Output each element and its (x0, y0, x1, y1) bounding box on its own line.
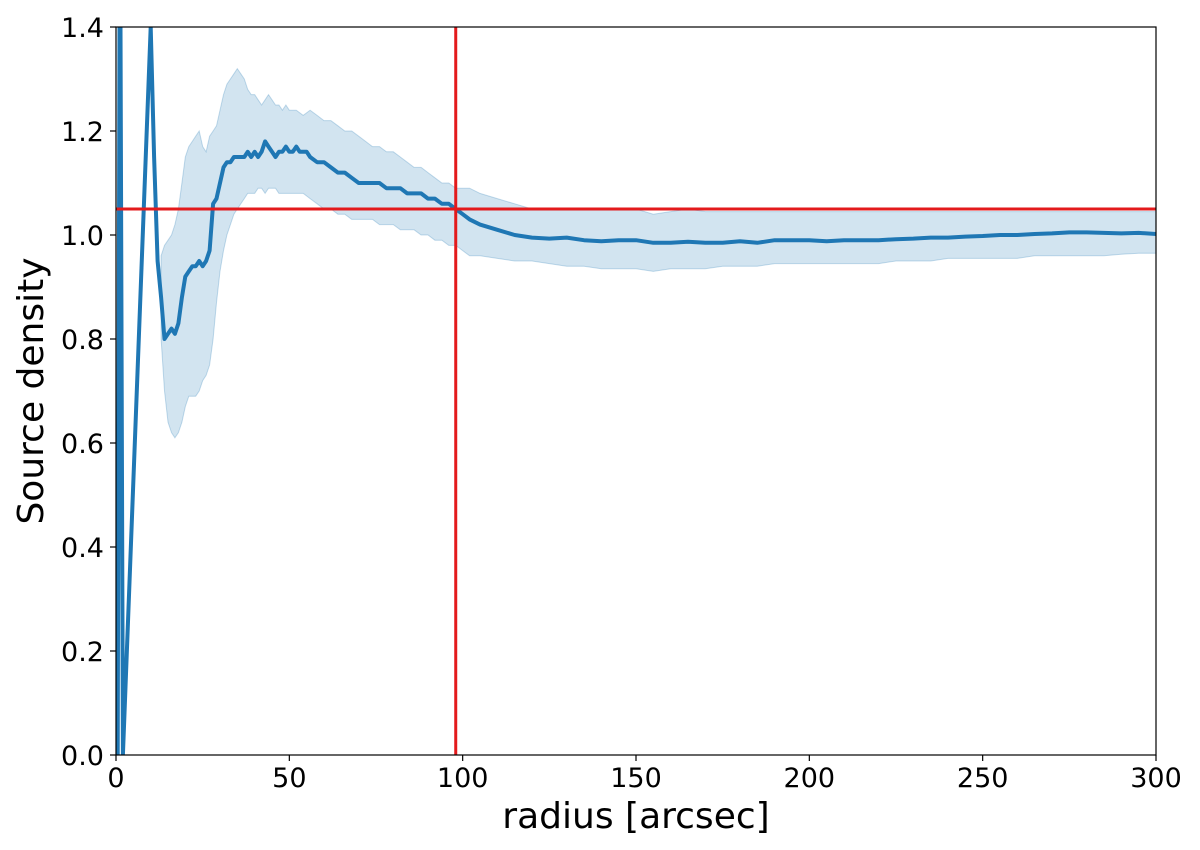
x-axis-title: radius [arcsec] (502, 796, 769, 837)
x-axis-ticks: 0 50 100 150 200 250 300 (107, 755, 1182, 794)
y-axis-title: Source density (11, 257, 52, 524)
reference-lines-layer (116, 27, 1156, 755)
x-tick-label: 300 (1130, 763, 1182, 794)
series-layer (116, 27, 1156, 755)
y-axis-ticks: 0.0 0.2 0.4 0.6 0.8 1.0 1.2 1.4 (61, 13, 116, 772)
series-line-0 (116, 27, 1156, 755)
x-tick-label: 250 (957, 763, 1009, 794)
y-tick-label: 0.2 (61, 637, 104, 668)
x-tick-label: 150 (610, 763, 662, 794)
y-tick-label: 1.2 (61, 117, 104, 148)
x-tick-label: 0 (107, 763, 124, 794)
y-tick-label: 0.8 (61, 325, 104, 356)
x-tick-label: 100 (437, 763, 489, 794)
y-tick-label: 1.4 (61, 13, 104, 44)
x-tick-label: 200 (784, 763, 836, 794)
y-tick-label: 0.4 (61, 533, 104, 564)
y-tick-label: 0.0 (61, 741, 104, 772)
y-tick-label: 1.0 (61, 221, 104, 252)
confidence-band-layer (160, 67, 1156, 439)
confidence-band (160, 67, 1156, 439)
x-tick-label: 50 (272, 763, 306, 794)
y-tick-label: 0.6 (61, 429, 104, 460)
